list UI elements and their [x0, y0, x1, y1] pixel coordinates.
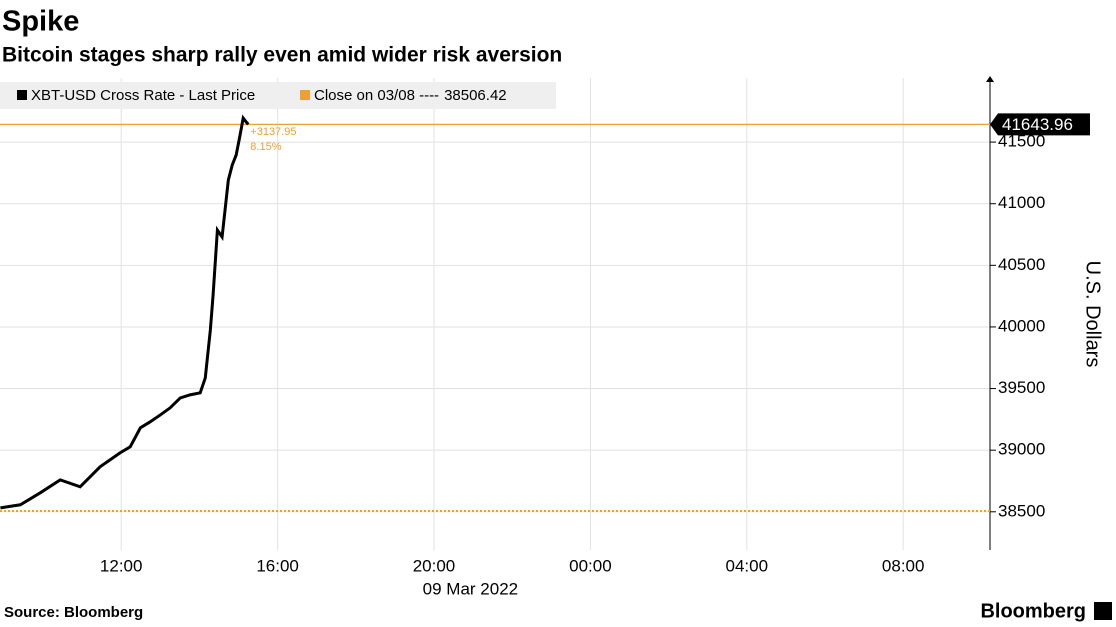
- legend-label: Close on 03/08 ----: [314, 87, 439, 104]
- y-tick-label: 40500: [998, 255, 1045, 274]
- y-tick-label: 41000: [998, 193, 1045, 212]
- legend-swatch: [17, 90, 27, 100]
- x-tick-label: 20:00: [413, 556, 456, 575]
- legend-label: XBT-USD Cross Rate - Last Price: [31, 87, 255, 104]
- x-tick-label: 12:00: [100, 556, 143, 575]
- brand: Bloomberg: [980, 600, 1086, 622]
- y-tick-label: 38500: [998, 501, 1045, 520]
- y-axis-arrow: [986, 76, 994, 82]
- brand-icon: [1094, 602, 1112, 620]
- x-tick-label: 00:00: [569, 556, 612, 575]
- price-line: [0, 114, 250, 510]
- legend-swatch: [300, 90, 310, 100]
- y-tick-label: 41500: [998, 132, 1045, 151]
- change-annotation: +3137.95: [250, 126, 296, 138]
- x-date-label: 09 Mar 2022: [423, 579, 518, 598]
- x-tick-label: 08:00: [882, 556, 925, 575]
- y-tick-label: 39500: [998, 378, 1045, 397]
- legend-bg: [0, 82, 556, 109]
- chart-title: Spike: [2, 6, 79, 38]
- y-axis-label: U.S. Dollars: [1082, 261, 1104, 368]
- y-tick-label: 40000: [998, 316, 1045, 335]
- change-annotation: 8.15%: [250, 141, 281, 153]
- x-tick-label: 16:00: [256, 556, 299, 575]
- legend-value: 38506.42: [444, 87, 507, 104]
- chart-subtitle: Bitcoin stages sharp rally even amid wid…: [2, 44, 562, 67]
- x-tick-label: 04:00: [726, 556, 769, 575]
- last-price-box: [990, 113, 1090, 136]
- y-tick-label: 39000: [998, 440, 1045, 459]
- source: Source: Bloomberg: [4, 604, 143, 621]
- last-price-label: 41643.96: [1002, 115, 1073, 134]
